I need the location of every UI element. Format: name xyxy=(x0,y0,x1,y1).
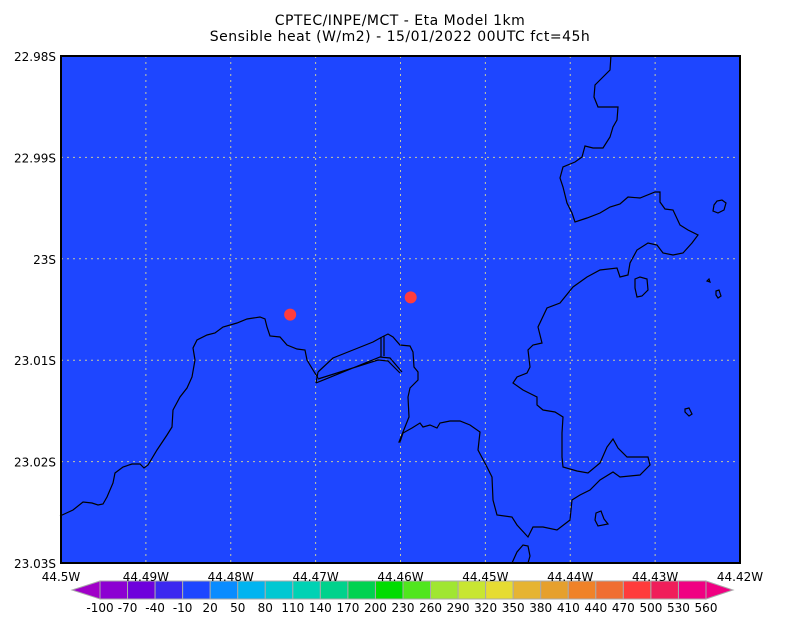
y-axis-label: 22.98S xyxy=(14,50,56,64)
colorbar-label: 200 xyxy=(364,601,387,615)
coastline xyxy=(59,54,727,564)
x-axis-label: 44.47W xyxy=(293,570,339,584)
island xyxy=(634,276,649,298)
grid-lines xyxy=(61,56,740,563)
colorbar-box xyxy=(677,580,707,600)
coastline-east xyxy=(381,54,699,539)
colorbar xyxy=(70,580,735,600)
colorbar-label: 470 xyxy=(612,601,635,615)
island xyxy=(684,407,693,417)
colorbar-box xyxy=(264,580,294,600)
coastline-south xyxy=(511,544,531,564)
colorbar-box xyxy=(430,580,459,600)
markers xyxy=(284,291,417,321)
colorbar-label: 140 xyxy=(309,601,332,615)
colorbar-labels: -100 -70 -40 -10 20 50 80 110 140 170 200 230 260 290… xyxy=(86,601,717,615)
colorbar-label: 530 xyxy=(667,601,690,615)
colorbar-box xyxy=(347,580,376,600)
colorbar-label: 230 xyxy=(392,601,415,615)
y-axis-label: 23.01S xyxy=(14,354,56,368)
colorbar-label: -100 xyxy=(86,601,113,615)
colorbar-label: -40 xyxy=(145,601,165,615)
colorbar-label: 110 xyxy=(281,601,304,615)
marker-dot xyxy=(404,291,417,304)
title-line-2: Sensible heat (W/m2) - 15/01/2022 00UTC … xyxy=(209,29,591,45)
colorbar-label: -10 xyxy=(173,601,193,615)
map-frame xyxy=(60,55,741,564)
colorbar-label: 80 xyxy=(258,601,273,615)
y-axis-label: 23S xyxy=(33,253,56,267)
colorbar-label: 290 xyxy=(447,601,470,615)
y-axis-label: 23.02S xyxy=(14,456,56,470)
colorbar-label: 50 xyxy=(230,601,245,615)
colorbar-label: 320 xyxy=(474,601,497,615)
x-axis-label: 44.5W xyxy=(42,570,81,584)
colorbar-label: 260 xyxy=(419,601,442,615)
island xyxy=(705,277,711,283)
x-axis-label: 44.42W xyxy=(717,570,763,584)
colorbar-label: 20 xyxy=(203,601,218,615)
y-axis-label: 22.99S xyxy=(14,151,56,165)
colorbar-label: -70 xyxy=(118,601,138,615)
x-axis-label: 44.45W xyxy=(462,570,508,584)
marker-dot xyxy=(284,308,297,321)
colorbar-box xyxy=(182,580,211,600)
colorbar-label: 500 xyxy=(639,601,662,615)
colorbar-label: 410 xyxy=(557,601,580,615)
colorbar-label: 380 xyxy=(529,601,552,615)
coastline-mainland xyxy=(59,316,319,517)
island xyxy=(712,199,727,214)
colorbar-box xyxy=(595,580,624,600)
x-axis-label: 44.49W xyxy=(123,570,169,584)
y-axis-label: 23.03S xyxy=(14,557,56,571)
y-axis-labels: 22.98S 22.99S 23S 23.01S 23.02S 23.03S xyxy=(14,50,56,571)
island xyxy=(594,510,610,527)
island xyxy=(715,289,722,299)
colorbar-label: 350 xyxy=(502,601,525,615)
x-axis-label: 44.48W xyxy=(208,570,254,584)
colorbar-label: 560 xyxy=(695,601,718,615)
colorbar-box xyxy=(512,580,542,600)
x-axis-label: 44.44W xyxy=(547,570,593,584)
title-line-1: CPTEC/INPE/MCT - Eta Model 1km xyxy=(274,13,526,29)
x-axis-label: 44.43W xyxy=(632,570,678,584)
x-axis-labels: 44.5W 44.49W 44.48W 44.47W 44.46W 44.45W 44.44… xyxy=(42,570,764,584)
x-axis-label: 44.46W xyxy=(377,570,423,584)
colorbar-label: 440 xyxy=(584,601,607,615)
colorbar-label: 170 xyxy=(336,601,359,615)
coastline-pier xyxy=(315,336,403,384)
